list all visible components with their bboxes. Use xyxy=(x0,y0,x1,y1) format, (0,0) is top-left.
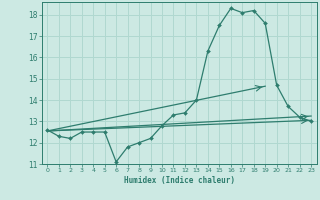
X-axis label: Humidex (Indice chaleur): Humidex (Indice chaleur) xyxy=(124,176,235,185)
